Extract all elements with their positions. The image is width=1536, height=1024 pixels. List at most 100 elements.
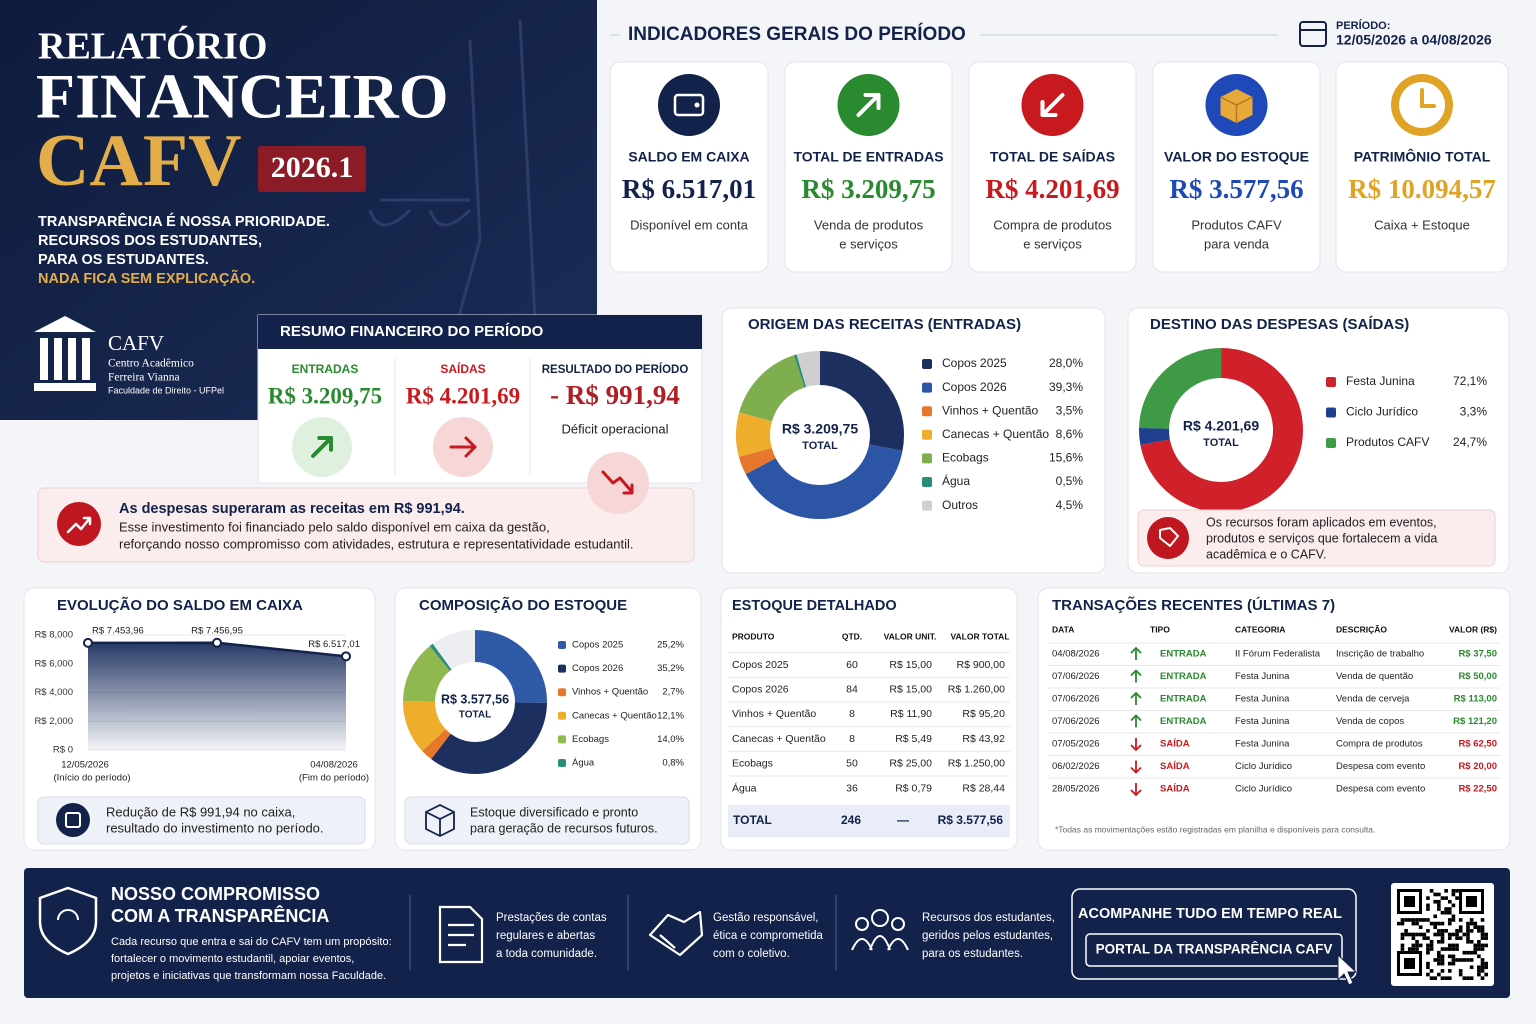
card bbox=[720, 587, 1018, 851]
qr-module bbox=[1433, 932, 1438, 937]
table-cell: Água bbox=[732, 781, 757, 794]
table-header: DESCRIÇÃO bbox=[1336, 624, 1387, 634]
qr-module bbox=[1407, 947, 1412, 951]
note-text: Os recursos foram aplicados em eventos, bbox=[1206, 515, 1437, 529]
qr-module bbox=[1484, 936, 1488, 940]
qr-module bbox=[1440, 910, 1445, 915]
qr-module bbox=[1451, 947, 1456, 951]
qr-module bbox=[1473, 943, 1478, 948]
table-cell: 8 bbox=[849, 733, 855, 745]
summary-header bbox=[258, 315, 702, 349]
summary-value: R$ 3.209,75 bbox=[268, 383, 382, 408]
qr-module bbox=[1437, 961, 1441, 966]
qr-module bbox=[1466, 939, 1470, 944]
legend-label: Ecobags bbox=[942, 451, 989, 465]
qr-module bbox=[1462, 976, 1467, 980]
y-tick-label: R$ 0 bbox=[53, 745, 73, 756]
tx-arrow bbox=[1130, 691, 1142, 705]
qr-module bbox=[1447, 969, 1452, 973]
table-header: PRODUTO bbox=[732, 631, 775, 641]
legend-swatch bbox=[922, 453, 932, 464]
table-cell: R$ 28,44 bbox=[962, 782, 1005, 794]
qr-module bbox=[1458, 929, 1463, 933]
kpi-value: R$ 3.577,56 bbox=[1169, 174, 1303, 204]
kpi-value: R$ 4.201,69 bbox=[985, 174, 1119, 204]
qr-module bbox=[1407, 932, 1412, 937]
qr-finder bbox=[1466, 896, 1477, 907]
tx-value: R$ 20,00 bbox=[1458, 761, 1497, 772]
qr-module bbox=[1426, 961, 1430, 966]
table-cell: 60 bbox=[846, 659, 858, 671]
tx-description: Compra de produtos bbox=[1336, 739, 1423, 750]
tx-date: 07/05/2026 bbox=[1052, 739, 1100, 750]
hero-decoration bbox=[368, 19, 542, 421]
data-label: R$ 7.453,96 bbox=[92, 625, 144, 636]
point bbox=[341, 651, 351, 662]
donut-center-value: R$ 3.209,75 bbox=[782, 421, 858, 437]
cta-button[interactable] bbox=[1085, 933, 1343, 967]
table-header: CATEGORIA bbox=[1235, 624, 1285, 634]
qr-module bbox=[1440, 954, 1445, 959]
qr-module bbox=[1451, 961, 1456, 966]
legend-swatch bbox=[922, 406, 932, 417]
legend-label: Copos 2025 bbox=[572, 640, 623, 651]
note-box bbox=[404, 796, 690, 845]
qr-module bbox=[1415, 921, 1419, 926]
qr-module bbox=[1411, 921, 1416, 926]
qr-module bbox=[1437, 972, 1441, 977]
logo-pediment bbox=[34, 316, 96, 332]
table-header: DATA bbox=[1052, 624, 1074, 634]
data-label: R$ 6.517,01 bbox=[308, 639, 360, 650]
y-tick-label: R$ 6,000 bbox=[34, 658, 73, 669]
legend-label: Ciclo Jurídico bbox=[1346, 405, 1418, 419]
table-cell: R$ 1.250,00 bbox=[948, 758, 1005, 770]
qr-module bbox=[1437, 892, 1441, 897]
arrow-icon bbox=[601, 470, 634, 495]
legend-label: Copos 2026 bbox=[942, 380, 1007, 394]
donut-slice bbox=[474, 630, 547, 704]
kpi-label: PATRIMÔNIO TOTAL bbox=[1354, 148, 1491, 165]
legend-label: Água bbox=[942, 473, 970, 488]
qr-module bbox=[1462, 950, 1467, 955]
table-cell: R$ 43,92 bbox=[962, 733, 1005, 745]
tx-arrow bbox=[1130, 669, 1142, 683]
qr-module bbox=[1426, 936, 1430, 940]
qr-module bbox=[1447, 932, 1452, 937]
donut-slice bbox=[1140, 348, 1303, 512]
pillar-text: para os estudantes. bbox=[922, 948, 1023, 960]
logo-base bbox=[34, 383, 96, 391]
summary-title: RESUMO FINANCEIRO DO PERÍODO bbox=[280, 323, 544, 340]
qr-module bbox=[1400, 943, 1405, 948]
alert-icon bbox=[66, 516, 92, 534]
qr-module bbox=[1418, 932, 1423, 937]
note-box bbox=[1137, 509, 1496, 567]
tx-arrow bbox=[1130, 760, 1142, 774]
qr-module bbox=[1415, 947, 1419, 951]
legend-value: 24,7% bbox=[1453, 435, 1487, 449]
tx-value: R$ 121,20 bbox=[1453, 716, 1497, 727]
card-title: ORIGEM DAS RECEITAS (ENTRADAS) bbox=[748, 316, 1021, 333]
qr-module bbox=[1480, 932, 1485, 937]
qr-module bbox=[1455, 936, 1459, 940]
kpi-value: R$ 3.209,75 bbox=[801, 174, 935, 204]
summary-value: - R$ 991,94 bbox=[550, 380, 680, 410]
legend-swatch bbox=[558, 664, 566, 673]
summary-label: SAÍDAS bbox=[440, 361, 485, 376]
note-text: Estoque diversificado e pronto bbox=[470, 805, 638, 819]
qr-module bbox=[1426, 918, 1430, 922]
qr-module bbox=[1469, 939, 1474, 944]
total-cell: 246 bbox=[841, 813, 861, 827]
qr-module bbox=[1466, 958, 1470, 962]
qr-module bbox=[1433, 914, 1438, 919]
qr-module bbox=[1440, 932, 1445, 937]
card bbox=[1152, 61, 1321, 273]
qr-module bbox=[1473, 925, 1478, 930]
legend-label: Vinhos + Quentão bbox=[572, 687, 648, 698]
qr-module bbox=[1447, 918, 1452, 922]
qr-module bbox=[1447, 899, 1452, 904]
qr-module bbox=[1451, 914, 1456, 919]
qr-module bbox=[1433, 892, 1438, 897]
qr-module bbox=[1466, 950, 1470, 955]
card-title: DESTINO DAS DESPESAS (SAÍDAS) bbox=[1150, 316, 1409, 333]
note-icon bbox=[65, 812, 81, 828]
